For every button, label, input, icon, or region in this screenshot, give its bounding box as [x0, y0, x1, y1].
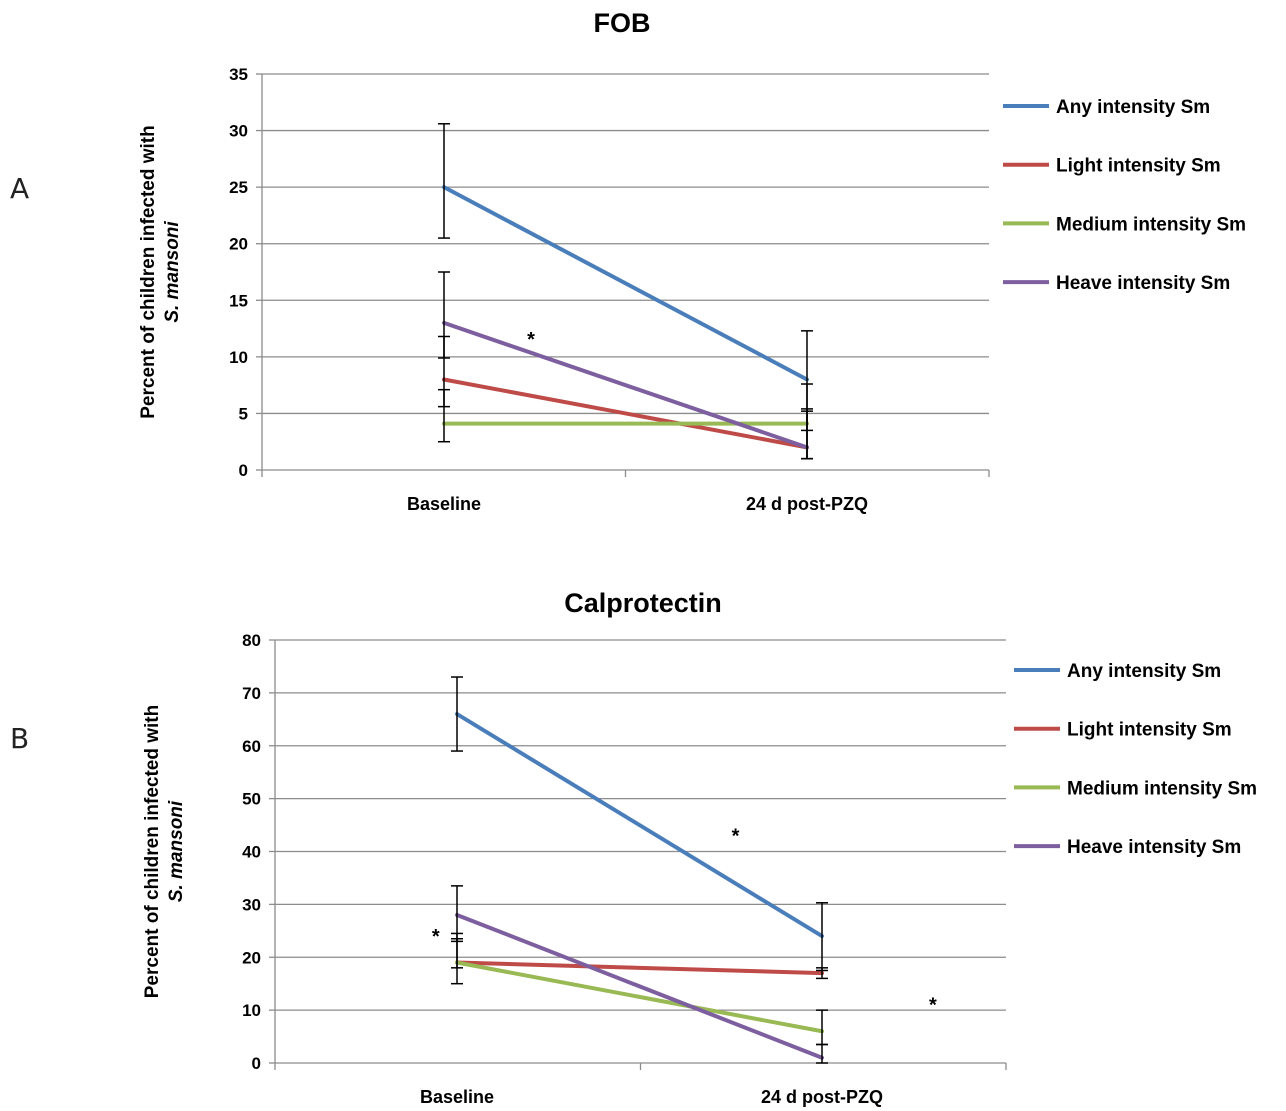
legend: Any intensity Sm Light intensity Sm Medium… [1003, 97, 1246, 294]
y-tick-label: 30 [242, 895, 261, 914]
significance-marker: * [527, 329, 535, 351]
series-line [455, 960, 824, 1034]
chart-title: Calprotectin [564, 588, 722, 618]
y-tick-label: 30 [229, 122, 248, 141]
x-category-labels: Baseline 24 d post-PZQ [407, 494, 868, 514]
y-tick-label: 20 [242, 948, 261, 967]
significance-marker: * [732, 825, 740, 847]
y-tick-label: 25 [229, 178, 248, 197]
legend-label: Heave intensity Sm [1067, 837, 1241, 858]
y-axis-label-line2: S. mansoni [166, 800, 187, 902]
legend-label: Medium intensity Sm [1067, 778, 1257, 799]
axes [269, 639, 1007, 1070]
y-axis-label: Percent of children infected with S. man… [142, 705, 187, 999]
legend-label: Light intensity Sm [1056, 156, 1221, 177]
y-tick-label: 15 [229, 291, 248, 310]
y-axis-label-line1: Percent of children infected with [138, 125, 159, 419]
y-tick-label: 50 [242, 790, 261, 809]
series-line [455, 912, 824, 1060]
y-tick-label: 0 [252, 1054, 261, 1073]
x-category-label: 24 d post-PZQ [746, 494, 868, 514]
y-tick-label: 5 [239, 404, 248, 423]
x-category-labels: Baseline 24 d post-PZQ [420, 1087, 883, 1107]
panel-label-a: A [10, 172, 29, 205]
y-axis-label-line1: Percent of children infected with [142, 705, 163, 999]
significance-marker: * [432, 926, 440, 948]
series-lines [442, 185, 809, 450]
x-category-label: Baseline [420, 1087, 494, 1107]
series-line [455, 712, 824, 939]
legend-label: Any intensity Sm [1056, 97, 1210, 118]
series-line [455, 960, 824, 976]
y-tick-labels: 0 10 20 30 40 50 60 70 80 [242, 631, 261, 1073]
axes [256, 73, 990, 477]
y-tick-label: 0 [239, 461, 248, 480]
y-tick-label: 20 [229, 235, 248, 254]
y-tick-label: 70 [242, 684, 261, 703]
error-bars [438, 123, 813, 460]
error-bars [451, 676, 828, 1064]
gridlines [262, 73, 989, 415]
legend-label: Heave intensity Sm [1056, 273, 1230, 294]
annotations: * * * [432, 825, 937, 1016]
legend: Any intensity Sm Light intensity Sm Medium… [1014, 661, 1257, 858]
legend-label: Any intensity Sm [1067, 661, 1221, 682]
y-tick-label: 10 [242, 1001, 261, 1020]
annotations: * [527, 329, 535, 351]
y-tick-label: 40 [242, 843, 261, 862]
significance-marker: * [929, 995, 937, 1017]
y-tick-labels: 0 5 10 15 20 25 30 35 [229, 65, 248, 480]
y-tick-label: 60 [242, 737, 261, 756]
series-line [442, 320, 809, 450]
panel-label-b: B [10, 722, 29, 755]
gridlines [275, 639, 1006, 1011]
y-axis-label-line2: S. mansoni [162, 221, 183, 323]
legend-label: Medium intensity Sm [1056, 214, 1246, 235]
y-tick-label: 10 [229, 348, 248, 367]
series-line [442, 377, 809, 450]
chart-title: FOB [594, 8, 651, 38]
x-category-label: 24 d post-PZQ [761, 1087, 883, 1107]
y-tick-label: 80 [242, 631, 261, 650]
series-line [442, 185, 809, 382]
y-tick-label: 35 [229, 65, 248, 84]
chart-calprotectin: B Calprotectin 0 10 20 30 40 50 60 70 80 Baselin… [10, 588, 1257, 1107]
x-category-label: Baseline [407, 494, 481, 514]
y-axis-label: Percent of children infected with S. man… [138, 125, 183, 419]
legend-label: Light intensity Sm [1067, 720, 1232, 741]
chart-fob: A FOB 0 5 10 15 20 25 30 35 Baseline 24 d post-P… [10, 8, 1246, 514]
series-lines [455, 712, 824, 1060]
